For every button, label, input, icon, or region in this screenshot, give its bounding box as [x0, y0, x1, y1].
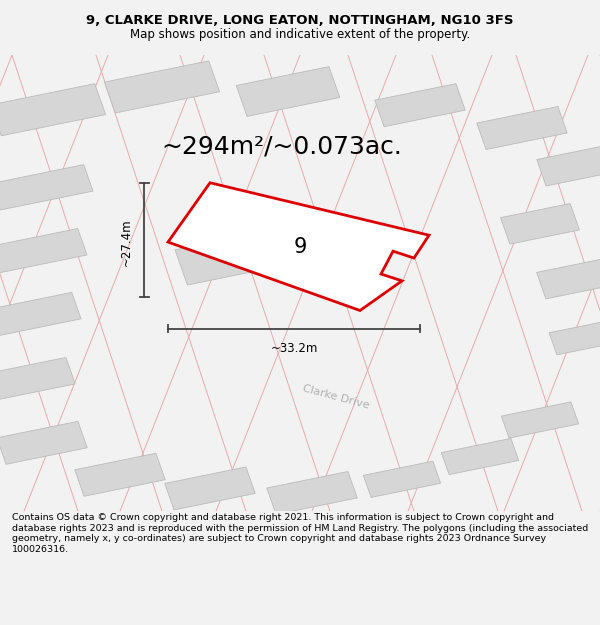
Polygon shape: [0, 84, 106, 136]
Polygon shape: [536, 258, 600, 299]
Polygon shape: [0, 421, 87, 464]
Text: ~294m²/~0.073ac.: ~294m²/~0.073ac.: [161, 134, 403, 158]
Polygon shape: [549, 321, 600, 355]
Polygon shape: [75, 453, 165, 496]
Polygon shape: [175, 236, 257, 285]
Polygon shape: [0, 164, 93, 210]
Text: ~33.2m: ~33.2m: [271, 342, 317, 356]
Polygon shape: [0, 229, 87, 274]
Text: ~27.4m: ~27.4m: [119, 218, 133, 266]
Polygon shape: [104, 61, 220, 113]
Text: 9, CLARKE DRIVE, LONG EATON, NOTTINGHAM, NG10 3FS: 9, CLARKE DRIVE, LONG EATON, NOTTINGHAM,…: [86, 14, 514, 27]
Text: Contains OS data © Crown copyright and database right 2021. This information is : Contains OS data © Crown copyright and d…: [12, 514, 588, 554]
Polygon shape: [500, 204, 580, 244]
Text: 9: 9: [293, 237, 307, 257]
Polygon shape: [502, 402, 578, 438]
Text: Map shows position and indicative extent of the property.: Map shows position and indicative extent…: [130, 28, 470, 41]
Polygon shape: [375, 84, 465, 127]
Polygon shape: [284, 230, 352, 272]
Polygon shape: [236, 67, 340, 116]
Polygon shape: [165, 467, 255, 510]
Polygon shape: [168, 182, 429, 311]
Polygon shape: [477, 106, 567, 149]
Polygon shape: [364, 461, 440, 498]
Polygon shape: [0, 292, 81, 338]
Polygon shape: [442, 438, 518, 474]
Polygon shape: [0, 357, 75, 401]
Text: Clarke Drive: Clarke Drive: [302, 384, 370, 411]
Polygon shape: [537, 143, 600, 186]
Polygon shape: [267, 471, 357, 514]
